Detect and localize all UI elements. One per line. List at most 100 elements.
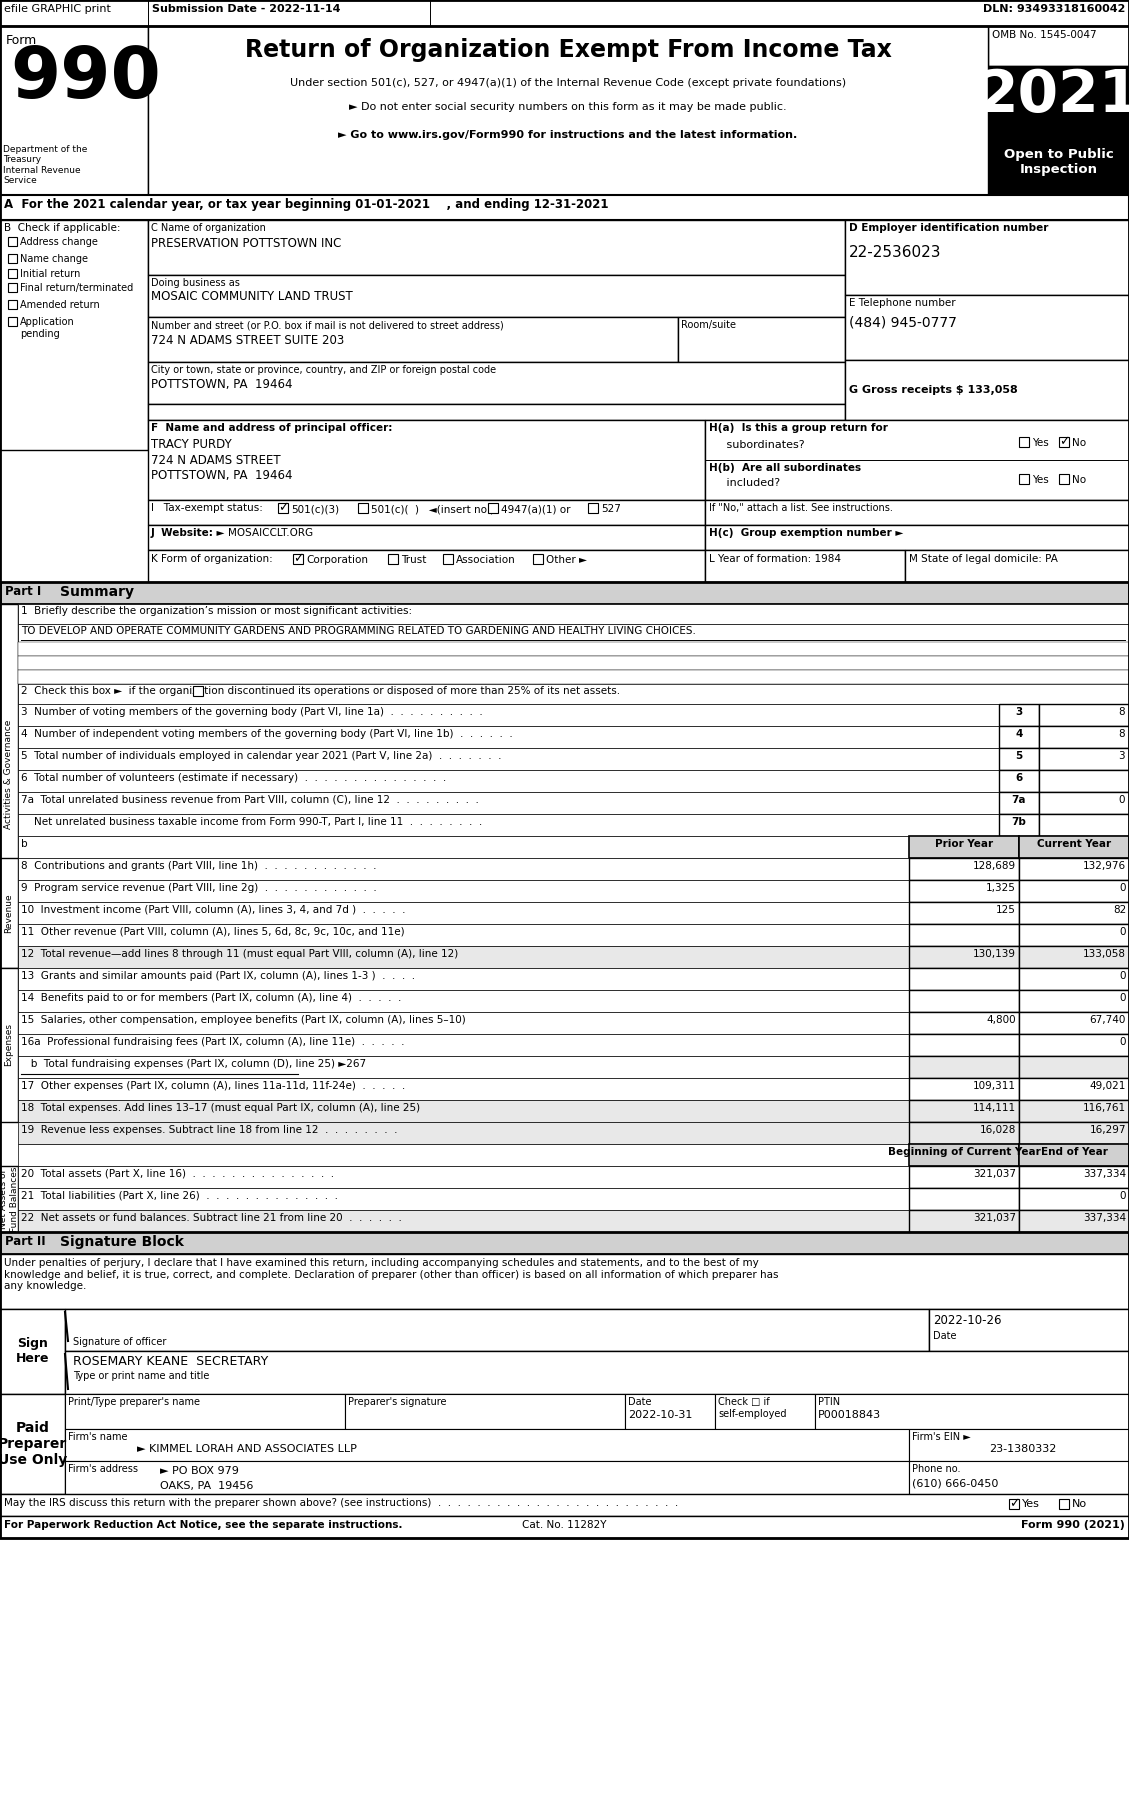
Bar bbox=[929, 1310, 1129, 1351]
Bar bbox=[278, 502, 288, 513]
Text: Sign
Here: Sign Here bbox=[16, 1337, 50, 1364]
Bar bbox=[1019, 1056, 1129, 1078]
Bar bbox=[988, 65, 1129, 138]
Text: 12  Total revenue—add lines 8 through 11 (must equal Part VIII, column (A), line: 12 Total revenue—add lines 8 through 11 … bbox=[21, 949, 458, 960]
Text: 0: 0 bbox=[1120, 1038, 1126, 1047]
Bar bbox=[0, 1393, 65, 1495]
Text: Room/suite: Room/suite bbox=[681, 319, 736, 330]
Bar bbox=[0, 604, 18, 943]
Text: Part I: Part I bbox=[5, 584, 42, 599]
Bar bbox=[18, 945, 909, 969]
Text: Beginning of Current Year: Beginning of Current Year bbox=[887, 1146, 1041, 1157]
Bar bbox=[0, 1517, 1129, 1538]
Text: Signature of officer: Signature of officer bbox=[73, 1337, 166, 1348]
Bar bbox=[65, 1351, 1129, 1393]
Text: Current Year: Current Year bbox=[1036, 840, 1111, 849]
Text: Doing business as: Doing business as bbox=[151, 278, 239, 288]
Text: 22-2536023: 22-2536023 bbox=[849, 245, 942, 259]
Text: 0: 0 bbox=[1120, 1192, 1126, 1201]
Text: 8: 8 bbox=[1119, 707, 1124, 717]
Bar bbox=[704, 421, 1129, 501]
Bar bbox=[715, 1393, 815, 1429]
Text: Firm's EIN ►: Firm's EIN ► bbox=[912, 1431, 971, 1442]
Text: 16,297: 16,297 bbox=[1089, 1125, 1126, 1136]
Bar bbox=[18, 624, 1129, 642]
Bar bbox=[18, 1188, 909, 1210]
Bar bbox=[909, 836, 1019, 858]
Text: 1,325: 1,325 bbox=[986, 883, 1016, 892]
Text: Trust: Trust bbox=[401, 555, 427, 564]
Bar bbox=[18, 1034, 909, 1056]
Text: 114,111: 114,111 bbox=[973, 1103, 1016, 1114]
Bar bbox=[18, 990, 909, 1012]
Bar bbox=[0, 219, 148, 450]
Text: 18  Total expenses. Add lines 13–17 (must equal Part IX, column (A), line 25): 18 Total expenses. Add lines 13–17 (must… bbox=[21, 1103, 420, 1114]
Text: 7a: 7a bbox=[1012, 795, 1026, 805]
Bar bbox=[18, 923, 909, 945]
Bar bbox=[909, 990, 1019, 1012]
Text: Number and street (or P.O. box if mail is not delivered to street address): Number and street (or P.O. box if mail i… bbox=[151, 319, 504, 330]
Bar bbox=[1039, 747, 1129, 769]
Bar bbox=[999, 769, 1039, 793]
Text: 0: 0 bbox=[1119, 795, 1124, 805]
Text: 501(c)(3): 501(c)(3) bbox=[291, 504, 339, 513]
Text: ✓: ✓ bbox=[292, 553, 304, 566]
Text: 128,689: 128,689 bbox=[973, 862, 1016, 871]
Text: Firm's address: Firm's address bbox=[68, 1464, 138, 1475]
Bar bbox=[1019, 1012, 1129, 1034]
Text: Under section 501(c), 527, or 4947(a)(1) of the Internal Revenue Code (except pr: Under section 501(c), 527, or 4947(a)(1)… bbox=[290, 78, 846, 89]
Text: Type or print name and title: Type or print name and title bbox=[73, 1371, 209, 1380]
Text: Open to Public
Inspection: Open to Public Inspection bbox=[1004, 149, 1113, 176]
Text: No: No bbox=[1073, 437, 1086, 448]
Bar bbox=[1019, 1034, 1129, 1056]
Text: K Form of organization:: K Form of organization: bbox=[151, 553, 273, 564]
Bar bbox=[909, 1099, 1019, 1123]
Text: Form 990 (2021): Form 990 (2021) bbox=[1021, 1520, 1124, 1529]
Text: J  Website: ►: J Website: ► bbox=[151, 528, 226, 539]
Text: 4  Number of independent voting members of the governing body (Part VI, line 1b): 4 Number of independent voting members o… bbox=[21, 729, 513, 738]
Text: (484) 945-0777: (484) 945-0777 bbox=[849, 316, 957, 328]
Text: 20  Total assets (Part X, line 16)  .  .  .  .  .  .  .  .  .  .  .  .  .  .  .: 20 Total assets (Part X, line 16) . . . … bbox=[21, 1168, 334, 1179]
Bar bbox=[909, 1012, 1019, 1034]
Text: ► PO BOX 979: ► PO BOX 979 bbox=[160, 1466, 239, 1477]
Bar bbox=[909, 1460, 1129, 1495]
Bar bbox=[1019, 902, 1129, 923]
Text: Submission Date - 2022-11-14: Submission Date - 2022-11-14 bbox=[152, 4, 341, 15]
Text: H(c)  Group exemption number ►: H(c) Group exemption number ► bbox=[709, 528, 903, 539]
Text: 6: 6 bbox=[1015, 773, 1023, 784]
Text: Net unrelated business taxable income from Form 990-T, Part I, line 11  .  .  . : Net unrelated business taxable income fr… bbox=[21, 816, 482, 827]
Text: 16a  Professional fundraising fees (Part IX, column (A), line 11e)  .  .  .  .  : 16a Professional fundraising fees (Part … bbox=[21, 1038, 404, 1047]
Bar bbox=[148, 317, 679, 363]
Text: Name change: Name change bbox=[20, 254, 88, 265]
Bar bbox=[0, 1166, 18, 1232]
Bar bbox=[1009, 1498, 1019, 1509]
Bar bbox=[0, 194, 1129, 219]
Bar bbox=[0, 582, 1129, 604]
Text: ✓: ✓ bbox=[1059, 435, 1069, 448]
Bar bbox=[388, 553, 399, 564]
Text: 3  Number of voting members of the governing body (Part VI, line 1a)  .  .  .  .: 3 Number of voting members of the govern… bbox=[21, 707, 483, 717]
Bar bbox=[909, 1034, 1019, 1056]
Text: 14  Benefits paid to or for members (Part IX, column (A), line 4)  .  .  .  .  .: 14 Benefits paid to or for members (Part… bbox=[21, 992, 402, 1003]
Text: 132,976: 132,976 bbox=[1083, 862, 1126, 871]
Text: Application
pending: Application pending bbox=[20, 317, 75, 339]
Text: L Year of formation: 1984: L Year of formation: 1984 bbox=[709, 553, 841, 564]
Bar bbox=[488, 502, 498, 513]
Bar bbox=[1019, 858, 1129, 880]
Text: ► KIMMEL LORAH AND ASSOCIATES LLP: ► KIMMEL LORAH AND ASSOCIATES LLP bbox=[137, 1444, 357, 1455]
Text: Amended return: Amended return bbox=[20, 299, 99, 310]
Bar bbox=[909, 1145, 1019, 1166]
Text: MOSAIC COMMUNITY LAND TRUST: MOSAIC COMMUNITY LAND TRUST bbox=[151, 290, 352, 303]
Bar bbox=[148, 405, 844, 421]
Bar bbox=[1039, 814, 1129, 836]
Bar bbox=[988, 25, 1129, 65]
Text: Expenses: Expenses bbox=[5, 1023, 14, 1067]
Text: OAKS, PA  19456: OAKS, PA 19456 bbox=[160, 1480, 253, 1491]
Bar bbox=[909, 1056, 1019, 1078]
Bar bbox=[0, 1495, 1129, 1517]
Text: MOSAICCLT.ORG: MOSAICCLT.ORG bbox=[228, 528, 313, 539]
Text: ROSEMARY KEANE  SECRETARY: ROSEMARY KEANE SECRETARY bbox=[73, 1355, 269, 1368]
Bar bbox=[18, 1099, 909, 1123]
Bar bbox=[18, 604, 1129, 624]
Text: 3: 3 bbox=[1015, 707, 1023, 717]
